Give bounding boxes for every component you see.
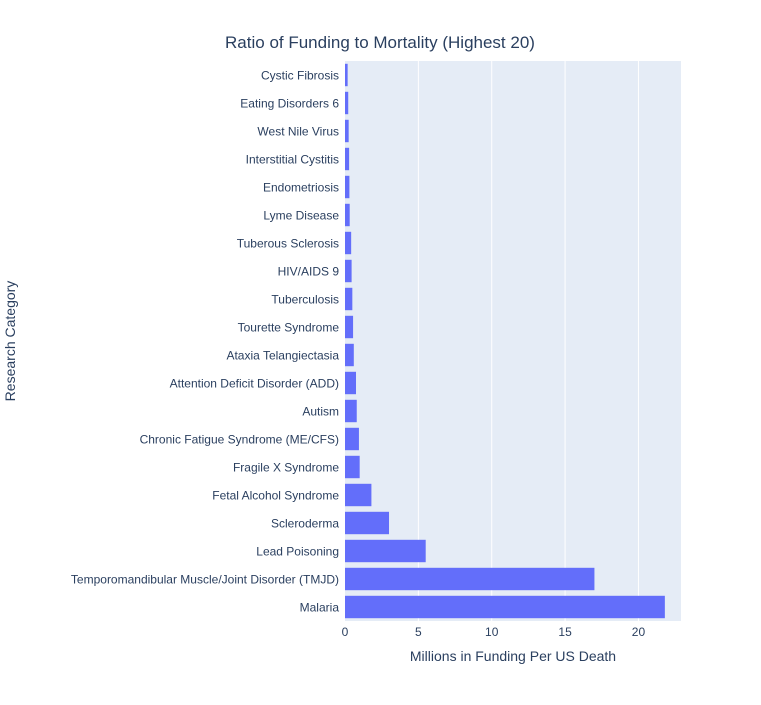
y-tick-label: Malaria: [300, 601, 340, 615]
y-tick-label: Fetal Alcohol Syndrome: [212, 489, 339, 503]
bar: [345, 483, 372, 507]
y-tick-label: Cystic Fibrosis: [261, 69, 339, 83]
bar: [345, 203, 350, 227]
y-tick-label: Autism: [302, 405, 339, 419]
y-tick-label: Temporomandibular Muscle/Joint Disorder …: [71, 573, 339, 587]
bars: [345, 63, 665, 619]
y-tick-label: Chronic Fatigue Syndrome (ME/CFS): [140, 433, 339, 447]
x-tick-labels: 0 5 10 15 20: [342, 625, 646, 639]
bar: [345, 595, 665, 619]
y-tick-label: Tuberous Sclerosis: [237, 237, 339, 251]
x-tick-label: 0: [342, 625, 349, 639]
y-tick-label: Lead Poisoning: [256, 545, 339, 559]
y-tick-label: Attention Deficit Disorder (ADD): [170, 377, 339, 391]
bar: [345, 539, 426, 563]
x-tick-label: 10: [485, 625, 499, 639]
y-tick-label: Scleroderma: [271, 517, 339, 531]
y-tick-label: Ataxia Telangiectasia: [226, 349, 339, 363]
x-tick-label: 15: [558, 625, 572, 639]
y-tick-label: Interstitial Cystitis: [246, 153, 339, 167]
bar: [345, 119, 349, 143]
y-tick-label: Endometriosis: [263, 181, 339, 195]
bar: [345, 343, 354, 367]
bar: [345, 259, 352, 283]
y-tick-label: Tuberculosis: [271, 293, 339, 307]
gridlines: [417, 61, 639, 621]
bar: [345, 511, 390, 535]
bar: [345, 427, 359, 451]
bar: [345, 91, 349, 115]
x-tick-label: 5: [415, 625, 422, 639]
bar: [345, 455, 360, 479]
y-axis-title: Research Category: [2, 281, 18, 402]
bar: [345, 231, 352, 255]
y-tick-label: Tourette Syndrome: [238, 321, 340, 335]
plot-area: [345, 61, 681, 621]
chart-title: Ratio of Funding to Mortality (Highest 2…: [225, 33, 535, 52]
x-tick-label: 20: [632, 625, 646, 639]
bar: [345, 175, 350, 199]
bar: [345, 63, 348, 87]
y-tick-label: Fragile X Syndrome: [233, 461, 339, 475]
bar: [345, 147, 350, 171]
bar: [345, 287, 353, 311]
y-tick-label: Eating Disorders 6: [240, 97, 339, 111]
bar: [345, 399, 357, 423]
y-tick-label: HIV/AIDS 9: [278, 265, 340, 279]
x-axis-title: Millions in Funding Per US Death: [410, 648, 616, 664]
y-tick-labels: Cystic Fibrosis Eating Disorders 6 West Ni…: [71, 69, 339, 615]
bar: [345, 567, 595, 591]
y-tick-label: West Nile Virus: [257, 125, 339, 139]
bar: [345, 371, 357, 395]
y-tick-label: Lyme Disease: [263, 209, 339, 223]
bar: [345, 315, 354, 339]
